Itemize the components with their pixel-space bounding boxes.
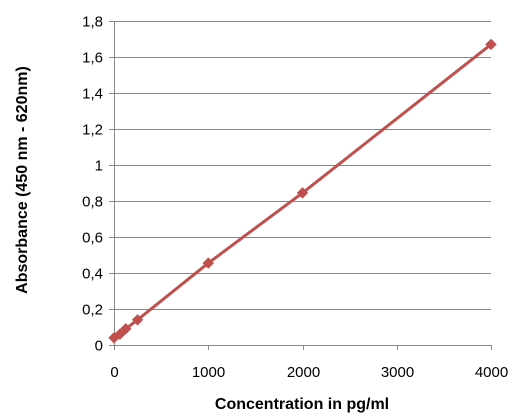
data-point-marker	[131, 314, 144, 326]
x-tick-label: 2000	[287, 364, 320, 381]
y-tick-label: 1,8	[82, 14, 103, 31]
y-tick-label: 1,2	[82, 122, 103, 139]
x-tick-label: 1000	[192, 364, 225, 381]
axes	[109, 21, 492, 350]
marker-layer	[108, 38, 497, 344]
y-tick-label: 0,8	[82, 194, 103, 211]
y-tick-label: 0	[95, 338, 103, 355]
y-tick-label: 0,6	[82, 230, 103, 247]
y-tick-label: 1,6	[82, 50, 103, 67]
y-tick-label: 0,2	[82, 302, 103, 319]
x-tick-label: 0	[110, 364, 118, 381]
x-tick-label: 3000	[381, 364, 414, 381]
data-point-marker	[120, 323, 132, 335]
x-axis-title: Concentration in pg/ml	[215, 396, 389, 413]
tick-labels: 0 0,2 0,4 0,6 0,8 1 1,2 1,4 1,6 1,8 0 1000 2000 3000 4…	[82, 14, 508, 382]
y-tick-label: 0,4	[82, 266, 103, 283]
grid	[114, 21, 491, 310]
data-point-marker	[485, 38, 497, 51]
data-point-marker	[296, 187, 309, 199]
data-point-marker	[202, 257, 214, 269]
y-tick-label: 1,4	[82, 86, 103, 103]
y-tick-label: 1	[95, 158, 103, 175]
y-axis-title: Absorbance (450 nm - 620nm)	[14, 66, 31, 294]
data-point-marker	[114, 328, 126, 340]
x-tick-label: 4000	[475, 364, 508, 381]
